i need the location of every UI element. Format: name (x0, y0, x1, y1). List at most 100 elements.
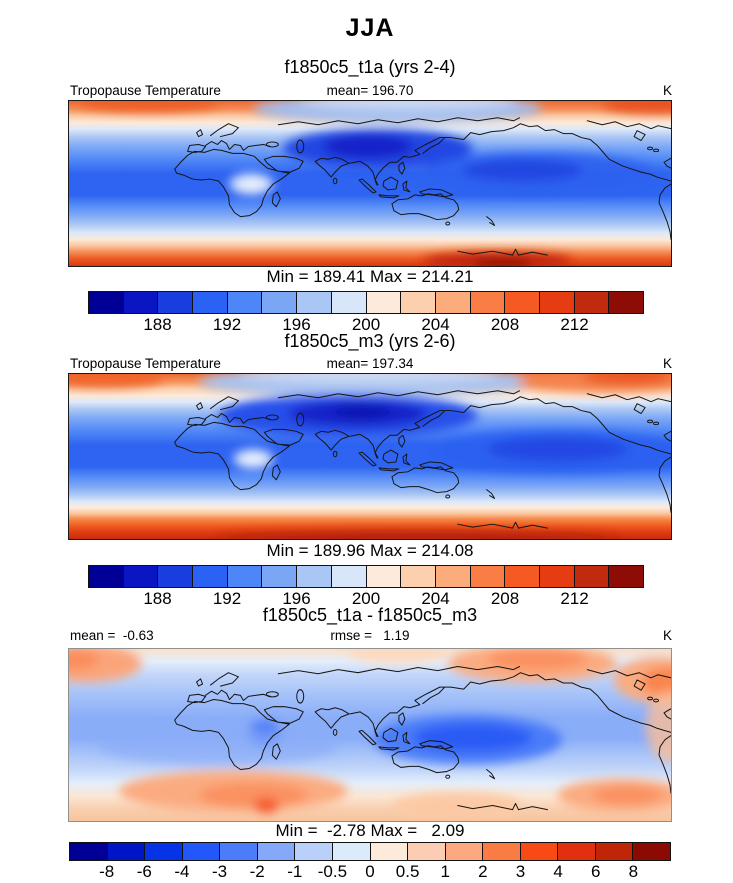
colorbar-tick-label: 0 (365, 862, 375, 881)
colorbar-segment (519, 843, 558, 860)
colorbar-tick-label: 8 (628, 862, 639, 881)
colorbar-segment (573, 566, 609, 587)
colorbar-segment (106, 843, 145, 860)
panel3-subtitle: f1850c5_t1a - f1850c5_m3 (262, 605, 478, 625)
colorbar-segment (122, 566, 158, 587)
colorbar-segment (369, 843, 408, 860)
colorbar-segment (434, 292, 470, 313)
colorbar-segment (632, 843, 670, 860)
colorbar-segment (608, 566, 643, 587)
panel1-variable-label: Tropopause Temperature (70, 83, 221, 98)
colorbar-tick-label: 200 (351, 315, 381, 334)
colorbar-segment (434, 566, 470, 587)
panel3-colorbar: -8 -6 -4 -3 -2 -1 -0.5 0 0.5 1 2 3 4 6 8 (69, 842, 671, 881)
colorbar-segment (261, 292, 297, 313)
panel3-mean-stat: mean = -0.63 (70, 628, 154, 643)
panel1-mean-stat: mean= 196.70 (326, 83, 414, 98)
colorbar-segment (400, 292, 435, 313)
map-panel3-difference (68, 648, 672, 822)
panel3-rmse-stat: rmse = 1.19 (330, 628, 410, 643)
colorbar-segment (557, 843, 595, 860)
colorbar-segment (256, 843, 295, 860)
panel2-mean-stat: mean= 197.34 (326, 356, 414, 371)
colorbar-segment (226, 566, 262, 587)
colorbar-tick-label: 0.5 (395, 862, 420, 881)
colorbar-segment (89, 566, 123, 587)
panel1-header: Tropopause Temperature mean= 196.70 K (68, 83, 672, 99)
colorbar-tick-label: 192 (212, 589, 242, 608)
colorbar-segment (407, 843, 445, 860)
panel2-subtitle: f1850c5_m3 (yrs 2-6) (284, 331, 456, 351)
colorbar-tick-label: -6 (136, 862, 152, 881)
panel2-variable-label: Tropopause Temperature (70, 356, 221, 371)
map-panel2-m3 (68, 373, 672, 540)
colorbar-segment (157, 566, 193, 587)
colorbar-tick-label: 196 (282, 315, 311, 334)
colorbar-tick-label: 196 (282, 589, 311, 608)
colorbar-segments (88, 565, 644, 588)
colorbar-segment (89, 292, 123, 313)
panel3-units-label: K (662, 628, 672, 643)
colorbar-segment (538, 566, 574, 587)
colorbar-segment (504, 292, 539, 313)
colorbar-tick-labels: 188 192 196 200 204 208 212 (88, 314, 644, 334)
colorbar-tick-label: -3 (211, 862, 228, 881)
figure-title: JJA (345, 14, 395, 42)
colorbar-segment (181, 843, 220, 860)
colorbar-tick-label: 204 (421, 589, 450, 608)
panel2-colorbar: 188 192 196 200 204 208 212 (88, 565, 644, 608)
colorbar-tick-label: 200 (351, 589, 381, 608)
colorbar-tick-label: 208 (490, 315, 520, 334)
colorbar-segment (469, 292, 505, 313)
colorbar-segment (192, 566, 227, 587)
colorbar-segment (365, 292, 401, 313)
colorbar-segment (294, 843, 332, 860)
colorbar-tick-label: 208 (490, 589, 520, 608)
panel3-header: mean = -0.63 rmse = 1.19 K (68, 628, 672, 644)
colorbar-segment (157, 292, 193, 313)
panel1-subtitle: f1850c5_t1a (yrs 2-4) (284, 57, 456, 77)
colorbar-tick-label: 192 (212, 315, 242, 334)
colorbar-tick-label: 6 (591, 862, 601, 881)
field-blobs-panel3 (69, 649, 671, 819)
colorbar-tick-labels: -8 -6 -4 -3 -2 -1 -0.5 0 0.5 1 2 3 4 6 8 (69, 861, 671, 881)
colorbar-tick-label: -1 (287, 862, 303, 881)
colorbar-tick-label: -2 (249, 862, 265, 881)
field-blobs-panel1 (78, 101, 671, 266)
colorbar-tick-label: -4 (174, 862, 190, 881)
colorbar-segment (365, 566, 401, 587)
colorbar-segment (482, 843, 520, 860)
colorbar-tick-label: -8 (99, 862, 115, 881)
colorbar-segment (330, 292, 366, 313)
panel2-units-label: K (662, 356, 672, 371)
colorbar-segment (444, 843, 483, 860)
colorbar-segment (144, 843, 182, 860)
colorbar-segment (70, 843, 107, 860)
panel1-units-label: K (662, 83, 672, 98)
colorbar-segment (330, 566, 366, 587)
colorbar-segment (608, 292, 643, 313)
colorbar-tick-label: 212 (560, 315, 589, 334)
panel3-minmax: Min = -2.78 Max = 2.09 (275, 821, 465, 840)
colorbar-segment (594, 843, 633, 860)
colorbar-segment (192, 292, 227, 313)
colorbar-segment (469, 566, 505, 587)
colorbar-segment (296, 292, 331, 313)
map-panel1-t1a (68, 100, 672, 267)
colorbar-tick-labels: 188 192 196 200 204 208 212 (88, 588, 644, 608)
colorbar-segment (331, 843, 370, 860)
colorbar-segment (573, 292, 609, 313)
colorbar-segment (219, 843, 257, 860)
colorbar-segment (226, 292, 262, 313)
colorbar-segment (538, 292, 574, 313)
colorbar-segments (88, 291, 644, 314)
colorbar-tick-label: 2 (478, 862, 488, 881)
colorbar-tick-label: -0.5 (317, 862, 348, 881)
colorbar-segment (261, 566, 297, 587)
colorbar-segments (69, 842, 671, 861)
colorbar-segment (296, 566, 331, 587)
colorbar-tick-label: 4 (553, 862, 563, 881)
colorbar-tick-label: 3 (515, 862, 526, 881)
panel2-minmax: Min = 189.96 Max = 214.08 (266, 541, 474, 560)
colorbar-tick-label: 1 (440, 862, 450, 881)
